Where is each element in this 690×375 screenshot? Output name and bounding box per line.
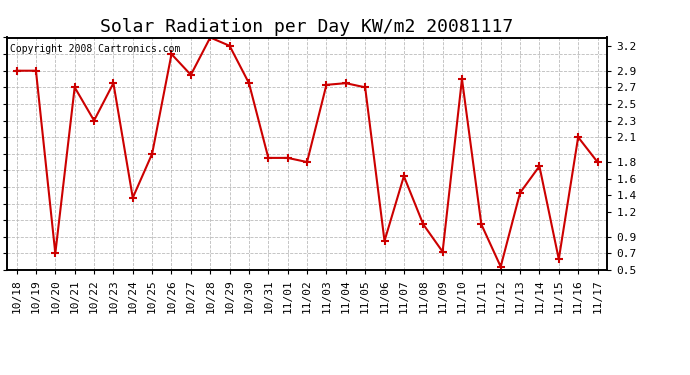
Title: Solar Radiation per Day KW/m2 20081117: Solar Radiation per Day KW/m2 20081117 — [101, 18, 513, 36]
Text: Copyright 2008 Cartronics.com: Copyright 2008 Cartronics.com — [10, 45, 180, 54]
